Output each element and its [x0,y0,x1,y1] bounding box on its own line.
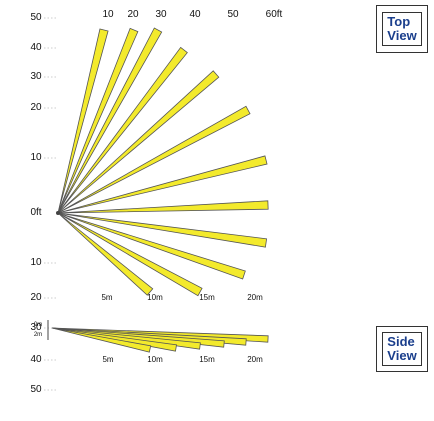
left-axis-labels: 50 40 30 20 10 0ft 10 20 30 40 50 [30,12,42,395]
side-distance-labels: 5m 10m 15m 20m [102,355,263,364]
beam [57,105,251,214]
left-axis-label: 20 [30,292,42,303]
distance-label: 10m [147,355,163,364]
height-label: 2m [34,332,42,338]
left-axis-label: 30 [30,322,42,333]
left-axis-label: 30 [30,71,42,82]
guide-lines [44,17,56,391]
top-axis-label: 10 [102,9,114,20]
side-view-button[interactable]: Side View [376,326,428,372]
height-label: 0m [34,322,42,328]
left-axis-label: 50 [30,384,42,395]
left-axis-label: 0ft [30,207,41,218]
beam [57,27,139,214]
distance-label: 10m [147,293,163,302]
distance-label: 20m [247,293,263,302]
left-axis-label: 10 [30,152,42,163]
beam [57,27,163,214]
distance-label: 20m [247,355,263,364]
beam [57,155,268,214]
top-view-button-label: Top View [382,12,422,46]
beam [57,212,203,297]
left-axis-label: 40 [30,42,42,53]
top-view-beams [56,27,269,297]
side-view-button-label: Side View [382,332,422,366]
left-axis-label: 50 [30,12,42,23]
beam [57,212,246,280]
top-view-button[interactable]: Top View [376,5,428,53]
distance-label: 5m [101,293,112,302]
top-axis-label: 20 [127,9,139,20]
left-axis-label: 20 [30,102,42,113]
beam [57,70,220,214]
side-view-beams [47,320,269,353]
side-height-labels: 0m 2m [34,322,42,338]
top-axis-label: 40 [189,9,201,20]
top-axis-label: 50 [227,9,239,20]
left-axis-label: 40 [30,354,42,365]
distance-label: 5m [102,355,113,364]
beam [57,200,269,214]
beam [57,46,188,214]
top-distance-labels: 5m 10m 15m 20m [101,293,263,302]
top-axis-label: 30 [155,9,167,20]
distance-label: 15m [199,355,215,364]
beam [57,212,154,296]
distance-label: 15m [199,293,215,302]
left-axis-label: 10 [30,257,42,268]
sensor-origin [56,211,60,215]
beam [57,28,109,214]
beam [57,212,268,248]
top-axis-label: 60ft [266,9,283,20]
side-beam [51,327,152,353]
top-axis-labels: 10 20 30 40 50 60ft [102,9,282,20]
